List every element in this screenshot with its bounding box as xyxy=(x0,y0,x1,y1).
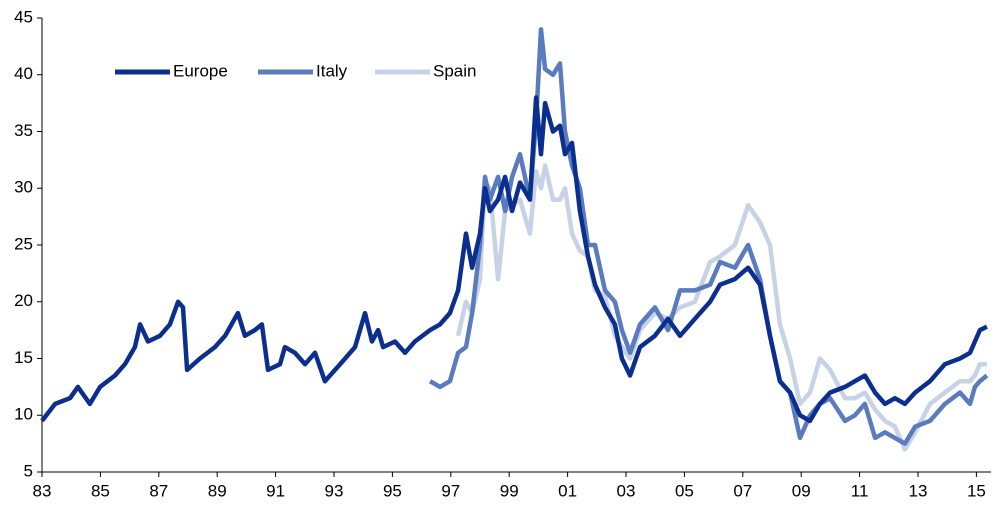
x-tick-label: 01 xyxy=(558,481,577,500)
y-tick-label: 20 xyxy=(14,291,33,310)
y-tick-label: 30 xyxy=(14,178,33,197)
y-tick-label: 40 xyxy=(14,64,33,83)
y-tick-label: 5 xyxy=(24,461,33,480)
series-line xyxy=(455,163,987,452)
y-tick-label: 45 xyxy=(14,7,33,26)
x-tick-label: 95 xyxy=(383,481,402,500)
y-tick-label: 25 xyxy=(14,234,33,253)
legend-label: Spain xyxy=(433,61,476,80)
series-line xyxy=(428,27,989,446)
y-tick-label: 10 xyxy=(14,405,33,424)
x-tick-label: 03 xyxy=(617,481,636,500)
legend-label: Europe xyxy=(173,61,228,80)
x-tick-label: 05 xyxy=(675,481,694,500)
x-tick-label: 87 xyxy=(149,481,168,500)
x-tick-label: 83 xyxy=(33,481,52,500)
x-tick-label: 13 xyxy=(909,481,928,500)
x-tick-label: 93 xyxy=(325,481,344,500)
legend-label: Italy xyxy=(316,61,348,80)
x-tick-label: 11 xyxy=(851,481,869,500)
x-tick-label: 99 xyxy=(500,481,519,500)
y-tick-label: 15 xyxy=(14,348,33,367)
x-tick-label: 09 xyxy=(792,481,811,500)
series-line xyxy=(40,95,988,424)
x-tick-label: 97 xyxy=(441,481,460,500)
x-tick-label: 89 xyxy=(208,481,227,500)
x-tick-label: 85 xyxy=(91,481,110,500)
x-tick-label: 07 xyxy=(733,481,752,500)
y-tick-label: 35 xyxy=(14,121,33,140)
x-tick-label: 15 xyxy=(967,481,986,500)
x-tick-label: 91 xyxy=(266,481,285,500)
